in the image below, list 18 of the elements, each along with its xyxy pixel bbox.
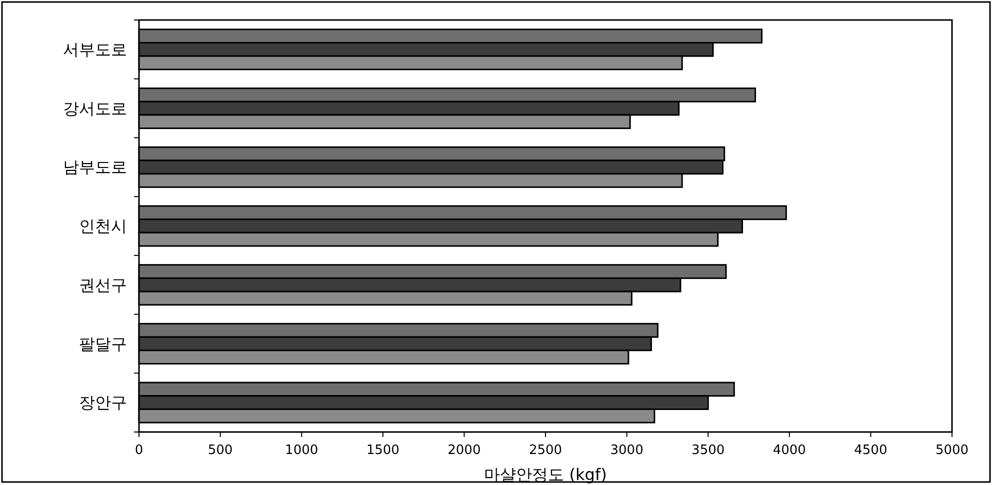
x-tick-label: 500 (208, 443, 233, 458)
x-tick-label: 1500 (366, 443, 400, 458)
x-tick-label: 2500 (528, 443, 562, 458)
x-tick-label: 3500 (692, 443, 725, 458)
y-tick-label: 인천시 (79, 216, 127, 236)
x-tick-label: 5000 (935, 443, 969, 458)
x-tick-label: 1000 (285, 443, 318, 458)
y-tick-label: 팔달구 (79, 334, 127, 354)
y-tick-label: 권선구 (79, 275, 127, 294)
x-tick-label: 0 (134, 443, 144, 458)
x-tick-label: 2000 (448, 443, 481, 458)
y-tick-label: 강서도로 (63, 98, 127, 118)
x-tick-label: 3000 (610, 443, 644, 458)
y-tick-label: 장안구 (79, 393, 127, 412)
y-tick-label: 서부도로 (63, 40, 127, 60)
y-tick-label: 남부도로 (63, 158, 127, 177)
x-tick-label: 4500 (854, 443, 888, 458)
x-tick-label: 4000 (772, 443, 806, 458)
